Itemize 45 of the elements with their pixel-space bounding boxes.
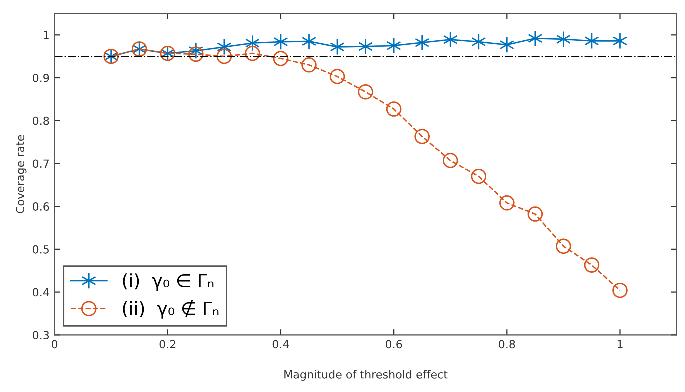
point: [188, 46, 204, 62]
y-tick-label: 1: [44, 31, 49, 40]
point: [386, 102, 402, 117]
point: [443, 32, 458, 48]
y-axis-title: Coverage rate: [16, 135, 27, 214]
x-tick-label: 0.6: [386, 340, 402, 349]
y-tick-label: 0.5: [33, 245, 49, 254]
point: [302, 33, 317, 50]
point: [245, 34, 260, 52]
y-tick-label: 0.3: [33, 331, 50, 340]
point: [500, 36, 514, 54]
x-tick-label: 0.2: [160, 340, 176, 349]
point: [442, 153, 458, 168]
point: [245, 46, 260, 62]
x-tick-label: 0.8: [499, 340, 516, 349]
x-axis-title: Magnitude of threshold effect: [284, 370, 448, 381]
point: [612, 32, 628, 50]
point: [584, 258, 600, 273]
y-tick-label: 0.6: [33, 202, 50, 211]
point: [216, 48, 232, 64]
point: [471, 168, 487, 184]
point: [556, 31, 572, 48]
point: [386, 38, 402, 54]
point: [358, 38, 374, 56]
point: [330, 69, 346, 84]
point: [415, 34, 430, 52]
legend-label: (ii) γ₀ ∉ Γₙ: [123, 300, 219, 319]
point: [528, 206, 544, 222]
point: [472, 34, 486, 50]
point: [612, 282, 628, 298]
y-tick-label: 0.9: [33, 74, 50, 82]
point: [414, 129, 430, 144]
point: [273, 51, 289, 66]
point: [528, 30, 543, 47]
x-tick-label: 0: [52, 340, 58, 349]
y-tick-label: 0.7: [33, 160, 49, 168]
y-tick-label: 0.8: [33, 116, 50, 126]
legend-label: (i) γ₀ ∈ Γₙ: [123, 274, 214, 292]
x-tick-label: 0.4: [272, 340, 290, 349]
point: [302, 58, 317, 73]
point: [556, 238, 572, 254]
point: [358, 84, 374, 100]
x-tick-label: 1: [618, 340, 623, 348]
point: [500, 196, 515, 211]
y-tick-label: 0.4: [33, 288, 50, 297]
